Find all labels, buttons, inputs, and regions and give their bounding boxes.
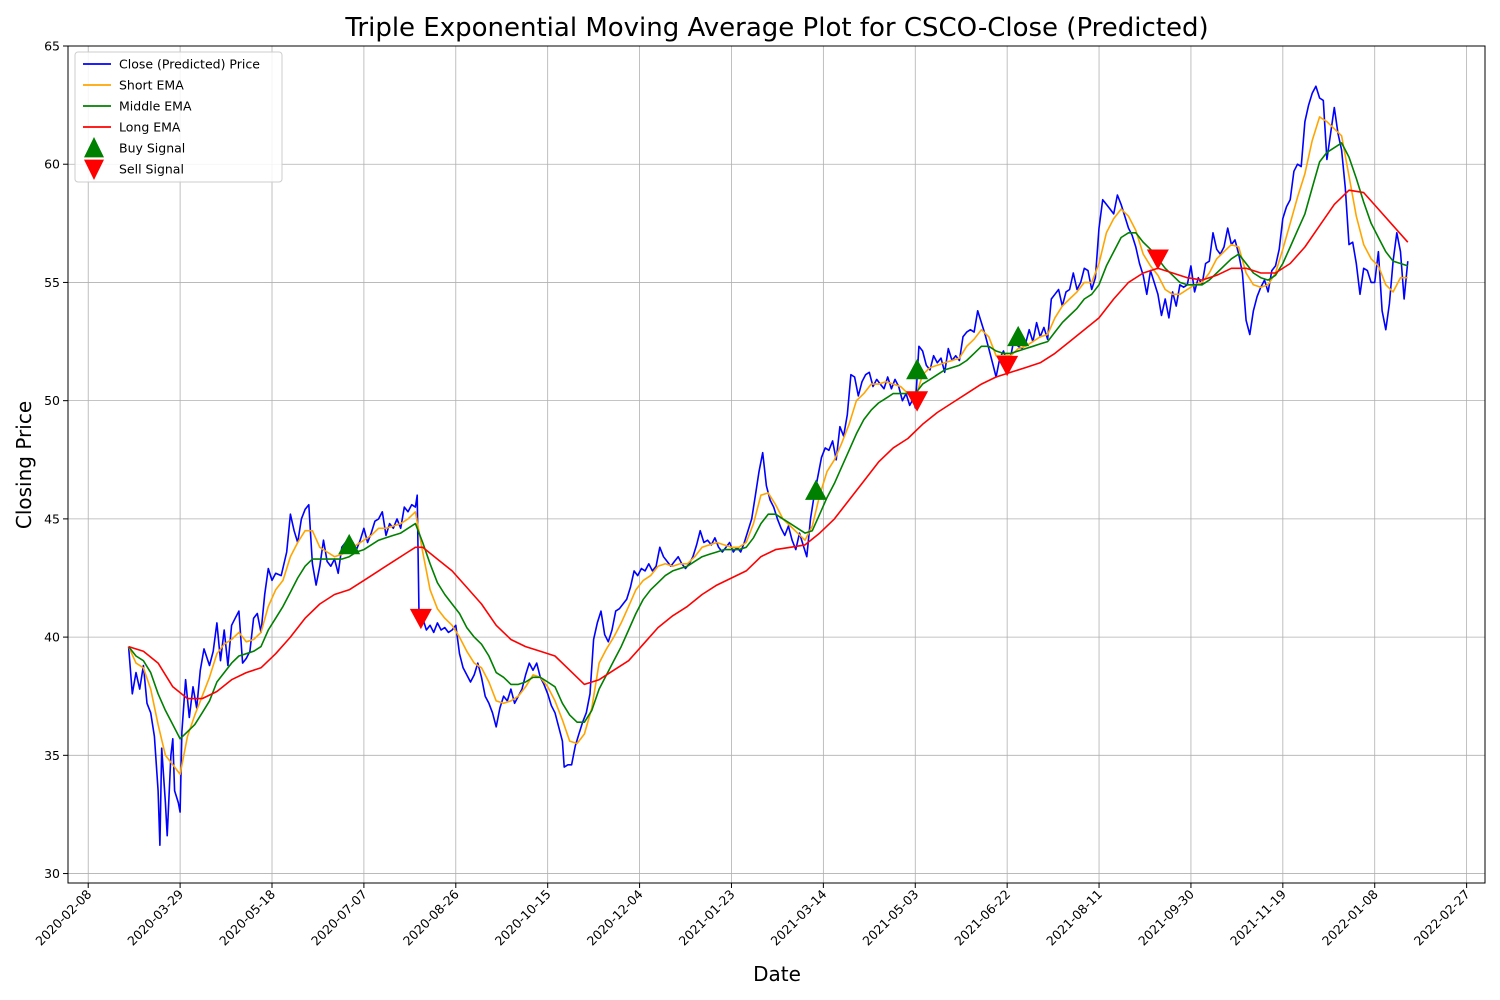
y-tick-label: 45 <box>44 511 60 526</box>
y-axis: 30 35 40 45 50 55 60 65 <box>44 39 68 881</box>
y-tick-label: 35 <box>44 748 60 763</box>
legend-sell-swatch <box>84 159 104 180</box>
legend: Close (Predicted) Price Short EMA Middle E… <box>74 51 283 183</box>
y-tick-label: 30 <box>44 866 60 881</box>
sell-signal-marker <box>409 608 432 630</box>
sell-signal-marker <box>906 391 929 412</box>
chart-title: Triple Exponential Moving Average Plot f… <box>344 13 1208 43</box>
legend-buy-swatch <box>84 137 104 158</box>
plot-frame <box>67 45 1486 884</box>
middle-ema-line <box>127 142 1409 740</box>
close-price-line <box>127 85 1409 846</box>
legend-label: Middle EMA <box>119 99 192 114</box>
legend-box <box>74 51 283 183</box>
legend-label: Close (Predicted) Price <box>119 57 260 72</box>
x-axis-label: Date <box>753 962 801 986</box>
y-tick-label: 40 <box>44 630 60 645</box>
buy-signal-marker <box>1007 325 1030 347</box>
legend-label: Long EMA <box>119 120 181 135</box>
buy-signal-marker <box>338 533 361 555</box>
grid-lines <box>68 45 1485 883</box>
sell-signal-marker <box>996 355 1019 377</box>
y-axis-label: Closing Price <box>12 401 36 529</box>
sell-signal-marker <box>1146 249 1169 270</box>
buy-signal-marker <box>805 479 828 500</box>
y-tick-label: 60 <box>44 157 60 172</box>
legend-label: Sell Signal <box>119 162 184 177</box>
y-tick-label: 55 <box>44 275 60 290</box>
signal-markers <box>338 249 1169 630</box>
legend-label: Buy Signal <box>119 141 185 156</box>
buy-signal-marker <box>906 358 929 380</box>
plot-series <box>127 85 1409 846</box>
legend-label: Short EMA <box>119 78 184 93</box>
y-tick-label: 50 <box>44 393 60 408</box>
long-ema-line <box>128 189 1409 700</box>
y-tick-label: 65 <box>44 39 60 54</box>
